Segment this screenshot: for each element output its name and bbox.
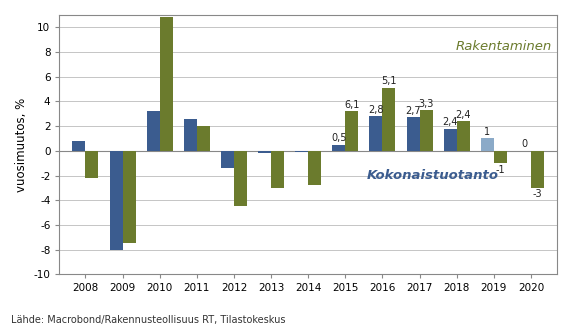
Bar xyxy=(110,151,122,250)
Text: -3: -3 xyxy=(533,189,542,199)
Bar xyxy=(122,151,136,243)
Bar xyxy=(383,88,395,151)
Bar xyxy=(295,151,308,152)
Bar xyxy=(308,151,321,185)
Text: 6,1: 6,1 xyxy=(344,100,360,110)
Bar xyxy=(332,145,345,151)
Text: Rakentaminen: Rakentaminen xyxy=(456,40,552,52)
Bar xyxy=(481,138,494,151)
Text: 2,8: 2,8 xyxy=(368,105,384,115)
Text: Kokonaistuotanto: Kokonaistuotanto xyxy=(367,169,499,182)
Bar xyxy=(407,117,420,151)
Bar xyxy=(494,151,507,163)
Bar xyxy=(73,141,85,151)
Bar xyxy=(531,151,544,188)
Bar xyxy=(184,119,197,151)
Bar xyxy=(146,111,160,151)
Bar xyxy=(221,151,234,168)
Text: 0,5: 0,5 xyxy=(331,133,347,143)
Bar xyxy=(197,126,210,151)
Bar xyxy=(258,151,271,153)
Text: 1: 1 xyxy=(484,127,490,137)
Text: 0: 0 xyxy=(522,139,527,149)
Text: 5,1: 5,1 xyxy=(381,76,397,86)
Text: -1: -1 xyxy=(495,165,505,174)
Text: 2,4: 2,4 xyxy=(443,117,458,127)
Y-axis label: vuosimuutos, %: vuosimuutos, % xyxy=(15,97,28,192)
Text: Lähde: Macrobond/Rakennusteollisuus RT, Tilastokeskus: Lähde: Macrobond/Rakennusteollisuus RT, … xyxy=(11,315,286,325)
Bar xyxy=(444,129,457,151)
Bar xyxy=(271,151,284,188)
Bar xyxy=(370,116,383,151)
Text: 3,3: 3,3 xyxy=(419,99,434,109)
Bar xyxy=(234,151,247,206)
Text: 2,7: 2,7 xyxy=(406,106,421,116)
Bar xyxy=(420,110,432,151)
Bar xyxy=(85,151,98,178)
Bar xyxy=(457,121,470,151)
Text: 2,4: 2,4 xyxy=(455,110,471,120)
Bar xyxy=(345,111,358,151)
Bar xyxy=(160,17,173,151)
